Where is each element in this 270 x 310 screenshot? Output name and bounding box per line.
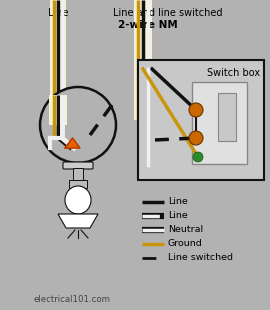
Circle shape bbox=[193, 152, 203, 162]
Text: Line and line switched: Line and line switched bbox=[113, 8, 223, 18]
Text: 2-wire NM: 2-wire NM bbox=[118, 20, 178, 30]
FancyBboxPatch shape bbox=[49, 95, 67, 125]
FancyBboxPatch shape bbox=[138, 60, 264, 180]
Text: electrical101.com: electrical101.com bbox=[33, 295, 110, 304]
FancyBboxPatch shape bbox=[142, 60, 177, 78]
FancyBboxPatch shape bbox=[63, 162, 93, 169]
Circle shape bbox=[189, 103, 203, 117]
Polygon shape bbox=[58, 214, 98, 228]
FancyBboxPatch shape bbox=[73, 168, 83, 180]
Text: Line: Line bbox=[168, 211, 188, 220]
Text: Line: Line bbox=[48, 8, 68, 18]
Text: Line: Line bbox=[168, 197, 188, 206]
Text: Switch box: Switch box bbox=[207, 68, 260, 78]
Polygon shape bbox=[65, 138, 80, 148]
Ellipse shape bbox=[65, 186, 91, 214]
Text: Ground: Ground bbox=[168, 240, 203, 249]
FancyBboxPatch shape bbox=[69, 180, 87, 188]
Text: Neutral: Neutral bbox=[168, 225, 203, 234]
FancyBboxPatch shape bbox=[50, 0, 66, 97]
FancyBboxPatch shape bbox=[134, 0, 152, 120]
Circle shape bbox=[40, 87, 116, 163]
FancyBboxPatch shape bbox=[192, 82, 247, 164]
Text: Line switched: Line switched bbox=[168, 254, 233, 263]
FancyBboxPatch shape bbox=[218, 93, 236, 141]
Circle shape bbox=[189, 131, 203, 145]
